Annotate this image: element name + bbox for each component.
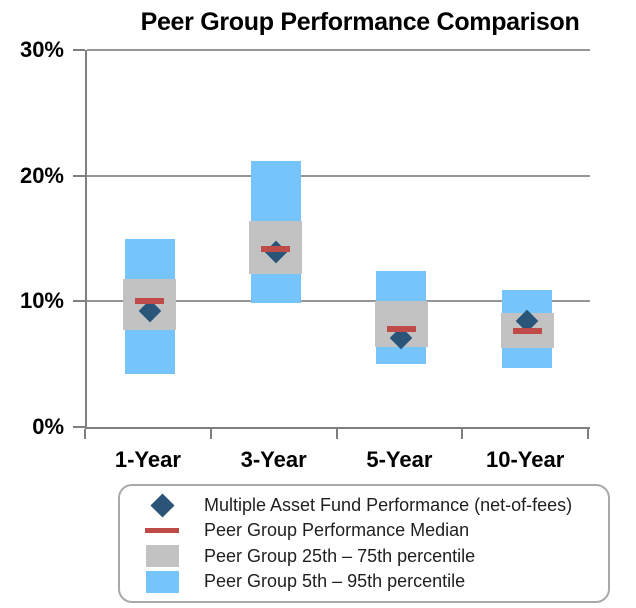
- y-axis-tick: [73, 174, 85, 177]
- legend: Multiple Asset Fund Performance (net-of-…: [118, 484, 610, 603]
- gridline-30%: [87, 49, 590, 51]
- median-dash-1-Year: [135, 298, 165, 305]
- median-line-icon: [134, 528, 190, 534]
- y-tick-label: 20%: [19, 162, 64, 188]
- plot-area: [85, 49, 590, 429]
- y-tick-label: 30%: [19, 37, 64, 62]
- y-axis-tick: [73, 426, 85, 428]
- median-dash-5-Year: [386, 325, 416, 332]
- x-axis-tick: [461, 429, 464, 439]
- legend-label: Peer Group 25th – 75th percentile: [204, 545, 476, 566]
- x-axis-tick: [209, 429, 212, 439]
- y-tick-label: 0%: [32, 414, 64, 439]
- median-dash-3-Year: [261, 245, 291, 252]
- legend-item-fund: Multiple Asset Fund Performance (net-of-…: [120, 493, 608, 518]
- x-axis-tick: [84, 429, 86, 439]
- x-category-label: 10-Year: [485, 447, 565, 472]
- y-tick-label: 10%: [19, 288, 64, 314]
- legend-label: Peer Group 5th – 95th percentile: [204, 571, 466, 592]
- legend-item-median: Peer Group Performance Median: [120, 519, 608, 543]
- diamond-icon: [134, 493, 190, 518]
- chart-title: Peer Group Performance Comparison: [140, 8, 580, 36]
- legend-item-5-95: Peer Group 5th – 95th percentile: [120, 570, 608, 594]
- gridline-10%: [87, 300, 590, 303]
- x-category-label: 3-Year: [240, 447, 307, 472]
- gray-band-swatch-icon: [134, 545, 190, 568]
- x-axis-tick: [335, 429, 338, 439]
- x-axis-tick: [587, 429, 589, 439]
- legend-label: Multiple Asset Fund Performance (net-of-…: [204, 494, 573, 515]
- blue-band-swatch-icon: [134, 570, 190, 593]
- legend-label: Peer Group Performance Median: [204, 520, 470, 541]
- x-category-label: 5-Year: [366, 447, 433, 472]
- gridline-20%: [87, 174, 590, 177]
- y-axis-tick: [73, 300, 85, 303]
- x-category-label: 1-Year: [114, 447, 181, 472]
- y-axis-tick: [73, 49, 85, 51]
- legend-item-25-75: Peer Group 25th – 75th percentile: [120, 544, 608, 568]
- median-dash-10-Year: [512, 328, 542, 335]
